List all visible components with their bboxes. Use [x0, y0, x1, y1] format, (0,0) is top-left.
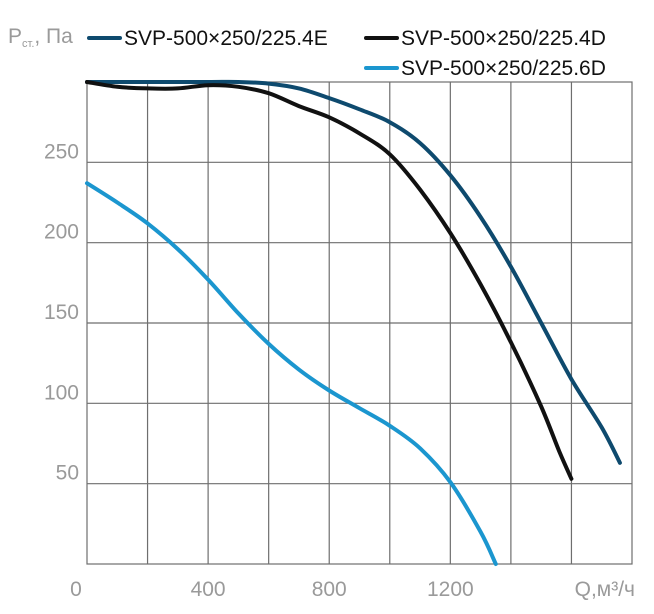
y-tick-label: 250 — [44, 140, 79, 163]
y-tick-label: 100 — [44, 381, 79, 404]
legend-item-4e: SVP-500×250/225.4E — [87, 27, 328, 50]
x-tick-label: 0 — [70, 578, 82, 601]
y-axis-title: Pст., Па — [8, 25, 73, 50]
grid — [86, 81, 633, 565]
series-lines — [85, 79, 622, 566]
y-tick-label: 200 — [44, 221, 79, 244]
x-tick-label: 1200 — [427, 578, 474, 601]
x-axis-title: Q,м³/ч — [575, 578, 635, 601]
legend: SVP-500×250/225.4E SVP-500×250/225.4D SV… — [87, 27, 606, 80]
legend-label-6d: SVP-500×250/225.6D — [401, 57, 606, 80]
legend-item-6d: SVP-500×250/225.6D — [364, 57, 606, 80]
x-tick-label: 800 — [312, 578, 347, 601]
legend-label-4e: SVP-500×250/225.4E — [124, 27, 328, 50]
series-line-6d — [85, 181, 498, 566]
legend-item-4d: SVP-500×250/225.4D — [364, 27, 606, 50]
y-tick-label: 50 — [56, 462, 79, 485]
x-tick-label: 400 — [191, 578, 226, 601]
tick-labels: 0 400 800 1200 50 100 150 200 250 — [44, 140, 474, 601]
series-line-4d — [85, 80, 574, 481]
y-tick-label: 150 — [44, 301, 79, 324]
legend-label-4d: SVP-500×250/225.4D — [401, 27, 606, 50]
series-line-4e — [85, 79, 622, 465]
